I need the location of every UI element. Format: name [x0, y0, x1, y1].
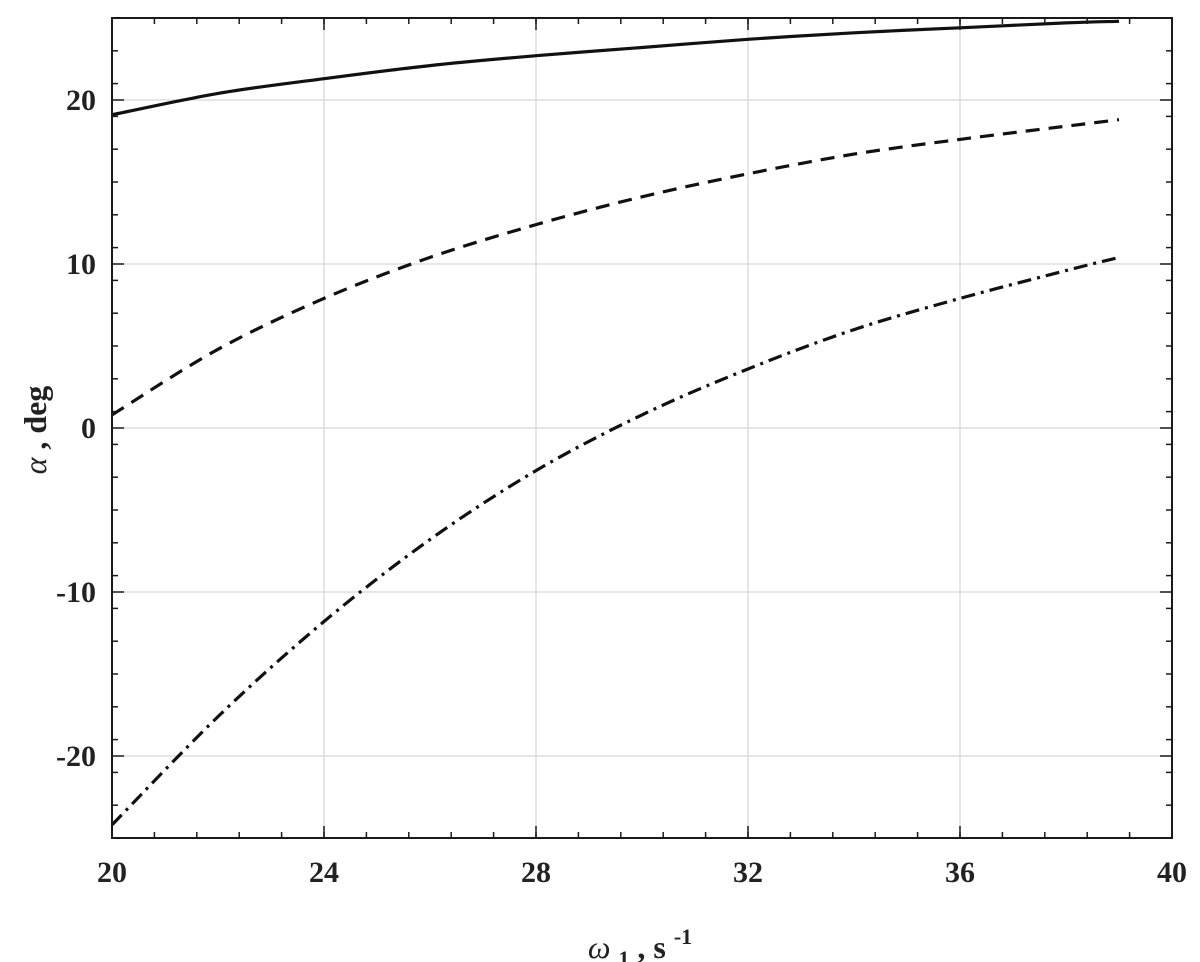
x-tick-label: 40: [1157, 856, 1187, 889]
x-axis-label: ω 1 , s -1: [588, 924, 692, 962]
x-axis-symbol: ω: [588, 929, 611, 962]
x-axis-unit: , s: [637, 929, 665, 962]
x-axis-superscript: -1: [674, 924, 692, 949]
axis-tick-labels: 20 24 28 32 36 40 -20 -10 0 10 20: [56, 84, 1187, 889]
y-axis-symbol: α: [17, 456, 53, 474]
y-axis-unit: , deg: [17, 386, 53, 450]
series-line-dashed: [111, 118, 1120, 417]
series-line-dashdot: [110, 255, 1120, 827]
x-tick-label: 20: [97, 856, 127, 889]
series-lines: [110, 19, 1120, 827]
y-tick-label: 10: [66, 248, 96, 281]
axis-ticks: [111, 17, 1173, 839]
y-tick-label: 20: [66, 84, 96, 117]
y-tick-label: 0: [81, 412, 96, 445]
y-tick-label: -20: [56, 740, 96, 773]
y-axis-label: α , deg: [17, 386, 53, 475]
y-tick-label: -10: [56, 576, 96, 609]
x-tick-label: 24: [309, 856, 339, 889]
x-axis-subscript: 1: [618, 946, 629, 962]
grid: [112, 18, 1172, 838]
series-line-solid: [111, 19, 1120, 117]
x-tick-label: 32: [733, 856, 763, 889]
x-tick-label: 28: [521, 856, 551, 889]
x-tick-label: 36: [945, 856, 975, 889]
